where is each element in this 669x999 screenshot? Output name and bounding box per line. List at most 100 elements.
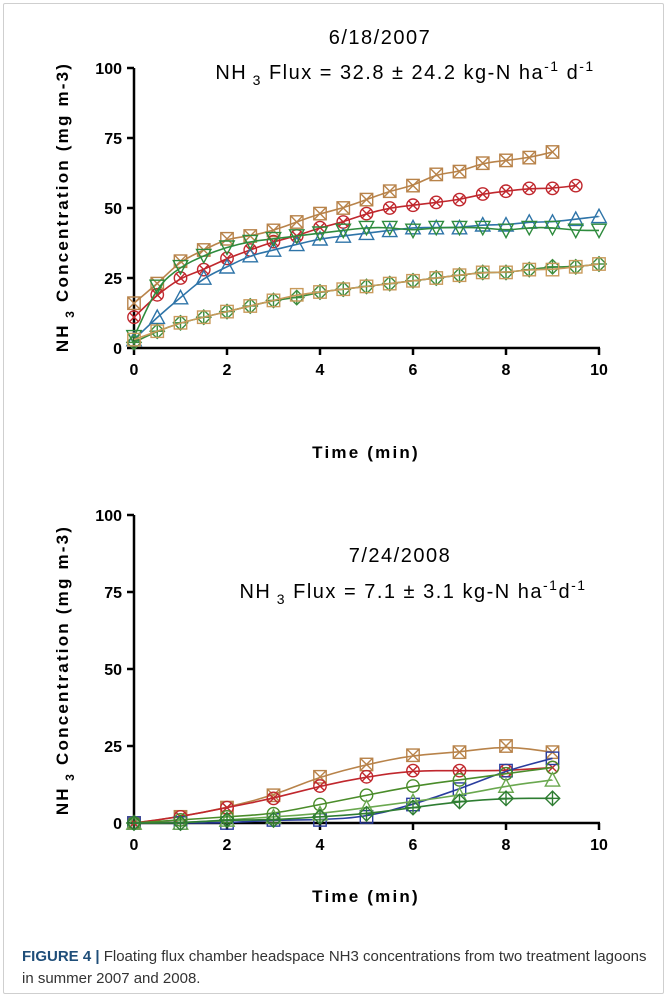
- y-tick-label: 0: [113, 816, 122, 833]
- x-tick-label: 0: [130, 837, 139, 854]
- data-point: [404, 799, 422, 816]
- data-point: [127, 332, 141, 347]
- data-point: [289, 287, 304, 302]
- data-point: [544, 790, 561, 807]
- x-tick-label: 10: [590, 837, 608, 854]
- data-point: [381, 220, 399, 237]
- data-point: [125, 334, 143, 351]
- data-point: [544, 258, 561, 275]
- data-point: [406, 198, 420, 213]
- x-tick-label: 8: [502, 837, 511, 854]
- data-point: [568, 259, 583, 274]
- data-point: [220, 231, 234, 246]
- series-line: [133, 797, 553, 824]
- data-point: [382, 201, 397, 215]
- data-point: [359, 192, 374, 207]
- data-point: [474, 220, 492, 237]
- data-point: [427, 220, 445, 237]
- series-line: [133, 226, 599, 338]
- data-point: [173, 271, 188, 285]
- data-point: [382, 276, 397, 291]
- data-point: [545, 181, 560, 196]
- y-tick-label: 50: [104, 201, 122, 218]
- data-point: [311, 808, 329, 826]
- data-point: [404, 223, 422, 240]
- x-tick-label: 6: [409, 837, 418, 854]
- series-3: [125, 207, 608, 347]
- y-tick-label: 25: [104, 739, 122, 756]
- series-6: [127, 257, 606, 347]
- chart-2007-ylabel: NH 3 Concentration (mg m-3): [53, 62, 77, 352]
- data-point: [406, 763, 420, 778]
- x-tick-label: 2: [223, 362, 232, 379]
- data-point: [125, 814, 143, 832]
- data-point: [452, 763, 467, 778]
- data-point: [451, 793, 468, 810]
- figure-caption: FIGURE 4 | Floating flux chamber headspa…: [22, 946, 652, 990]
- data-point: [288, 235, 306, 252]
- data-point: [520, 220, 538, 237]
- y-tick-label: 25: [104, 271, 122, 288]
- figure-charts: 6/18/2007 NH 3 Flux = 32.8 ± 24.2 kg-N h…: [53, 27, 608, 906]
- data-point: [150, 324, 165, 339]
- chart-2008-plot: [125, 739, 561, 832]
- data-point: [358, 224, 375, 241]
- data-point: [545, 751, 560, 766]
- chart-2007-title: 6/18/2007: [329, 27, 431, 49]
- y-tick-label: 100: [95, 508, 122, 525]
- data-point: [336, 215, 351, 229]
- chart-2008-title: 7/24/2008: [349, 545, 451, 567]
- chart-2008-subtitle: NH 3 Flux = 7.1 ± 3.1 kg-N ha-1d-1: [239, 577, 586, 607]
- data-point: [522, 262, 537, 277]
- data-point: [429, 167, 444, 182]
- chart-2008: 7/24/2008 NH 3 Flux = 7.1 ± 3.1 kg-N ha-…: [53, 508, 608, 906]
- data-point: [265, 231, 282, 248]
- data-point: [127, 310, 141, 325]
- data-point: [173, 315, 188, 330]
- data-point: [452, 745, 467, 760]
- chart-2007-plot: [125, 145, 608, 351]
- chart-2008-axes: 0 25 50 75 100 0 2 4 6 8 10: [95, 508, 608, 854]
- data-point: [406, 748, 420, 763]
- data-point: [288, 289, 305, 306]
- y-tick-label: 100: [95, 61, 122, 78]
- series-line: [133, 766, 553, 824]
- data-point: [241, 234, 259, 251]
- caption-label: FIGURE 4 |: [22, 948, 100, 965]
- series-line: [133, 215, 600, 341]
- data-point: [288, 229, 306, 245]
- data-point: [406, 779, 420, 793]
- data-point: [359, 279, 374, 294]
- y-tick-label: 50: [104, 662, 122, 679]
- data-point: [127, 296, 141, 311]
- data-point: [359, 206, 374, 221]
- data-point: [474, 216, 492, 232]
- figure-frame: [3, 3, 664, 994]
- chart-2007-subtitle: NH 3 Flux = 32.8 ± 24.2 kg-N ha-1 d-1: [215, 58, 594, 88]
- data-point: [266, 791, 281, 806]
- data-point: [452, 164, 467, 179]
- series-line: [133, 184, 576, 318]
- series-3: [127, 751, 560, 830]
- y-tick-label: 75: [104, 585, 122, 602]
- data-point: [590, 207, 608, 224]
- data-point: [382, 184, 397, 199]
- data-point: [218, 240, 236, 256]
- data-point: [567, 210, 585, 227]
- series-6: [125, 790, 561, 832]
- data-point: [545, 145, 560, 159]
- x-tick-label: 4: [316, 837, 325, 854]
- data-point: [499, 739, 513, 753]
- data-point: [125, 329, 143, 346]
- data-point: [313, 285, 327, 299]
- data-point: [452, 268, 467, 283]
- data-point: [499, 184, 513, 199]
- data-point: [195, 248, 213, 265]
- series-line: [133, 263, 600, 341]
- data-point: [406, 273, 420, 288]
- series-line: [133, 779, 553, 824]
- data-point: [452, 772, 467, 787]
- data-point: [220, 304, 234, 319]
- series-line: [133, 766, 553, 824]
- data-point: [289, 215, 304, 229]
